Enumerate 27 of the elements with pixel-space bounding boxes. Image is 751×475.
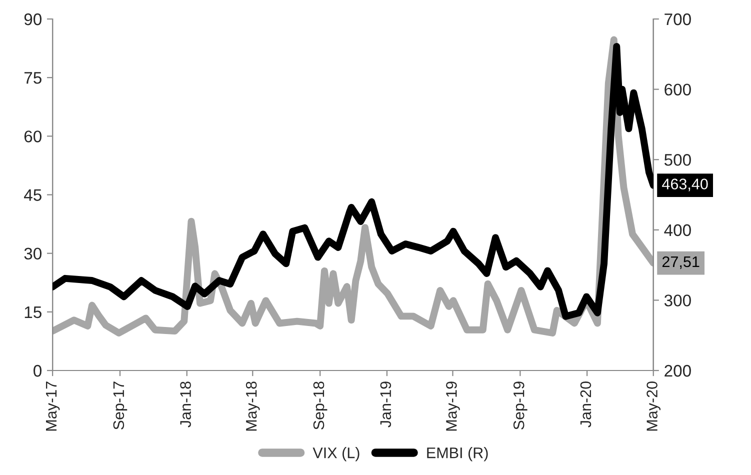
legend-label: VIX (L) — [312, 447, 360, 462]
x-tick-label: Jan-19 — [380, 382, 392, 428]
x-tick-label: Jan-18 — [180, 382, 191, 428]
y-tick-label: 45 — [24, 189, 42, 201]
x-tick-label: May-18 — [246, 382, 260, 431]
y-tick-label: 30 — [24, 248, 42, 260]
y-tick-label: 0 — [34, 364, 42, 377]
y2-tick-label: 500 — [664, 154, 691, 166]
y2-tick-label: 400 — [664, 224, 691, 236]
x-tick-label: Sep-19 — [513, 382, 528, 430]
x-tick-label: May-17 — [46, 382, 60, 431]
y-tick-label: 15 — [24, 306, 42, 318]
y2-tick-label: 200 — [664, 364, 691, 377]
y-tick-label: 90 — [24, 13, 42, 26]
x-tick-label: Jan-20 — [580, 382, 592, 428]
x-tick-label: Sep-17 — [113, 382, 128, 430]
x-tick-label: May-19 — [446, 382, 460, 431]
x-tick-label: Sep-18 — [313, 382, 328, 430]
data-label: 27,51 — [662, 256, 700, 269]
y2-tick-label: 600 — [664, 84, 691, 96]
y2-tick-label: 300 — [664, 294, 691, 306]
x-tick-label: May-20 — [646, 382, 660, 431]
y2-tick-label: 700 — [664, 13, 691, 26]
y-tick-label: 75 — [24, 72, 42, 84]
y-tick-label: 60 — [24, 130, 42, 142]
legend-label: EMBI (R) — [427, 447, 488, 462]
data-label: 463,40 — [662, 178, 708, 192]
